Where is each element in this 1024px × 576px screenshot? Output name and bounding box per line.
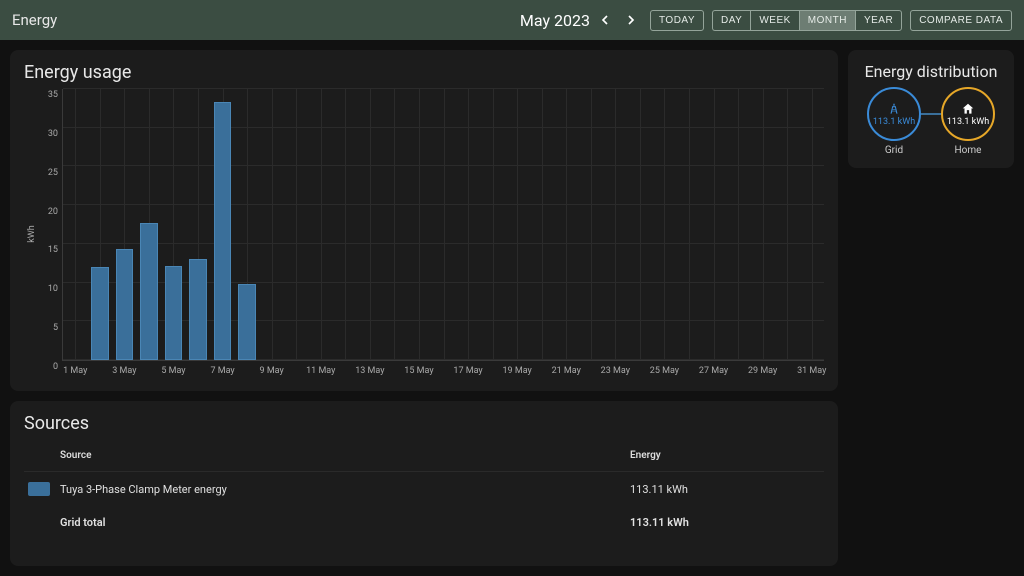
chart-bar[interactable] xyxy=(140,223,158,360)
chart-bar[interactable] xyxy=(165,266,183,360)
source-name: Tuya 3-Phase Clamp Meter energy xyxy=(60,483,630,496)
home-node[interactable]: 113.1 kWh Home xyxy=(941,87,995,156)
page-title: Energy xyxy=(12,11,57,29)
date-label: May 2023 xyxy=(520,11,590,30)
chart-x-tick: 7 May xyxy=(210,366,234,376)
chart-bar[interactable] xyxy=(91,267,109,360)
col-energy-header: Energy xyxy=(630,450,820,461)
range-year-button[interactable]: YEAR xyxy=(855,10,902,31)
chart-x-tick: 13 May xyxy=(355,366,384,376)
chart-x-tick: 27 May xyxy=(699,366,728,376)
energy-usage-card: Energy usage kWh 05101520253035 1 May3 M… xyxy=(10,50,838,391)
energy-distribution-card: Energy distribution 113.1 kWh Grid 113.1… xyxy=(848,50,1014,168)
source-energy: 113.11 kWh xyxy=(630,483,820,496)
source-row[interactable]: Tuya 3-Phase Clamp Meter energy113.11 kW… xyxy=(24,472,824,506)
sources-header-row: Source Energy xyxy=(24,440,824,472)
energy-usage-chart: kWh 05101520253035 1 May3 May5 May7 May9… xyxy=(24,89,824,379)
chart-x-tick: 29 May xyxy=(748,366,777,376)
col-source-header: Source xyxy=(60,450,630,461)
chart-bar[interactable] xyxy=(238,284,256,360)
energy-usage-title: Energy usage xyxy=(24,62,824,83)
compare-data-button[interactable]: COMPARE DATA xyxy=(910,10,1012,31)
distribution-link xyxy=(921,113,941,115)
chart-x-tick: 25 May xyxy=(650,366,679,376)
chart-bar[interactable] xyxy=(214,102,232,360)
date-selector: May 2023 xyxy=(520,9,642,31)
chart-x-tick: 19 May xyxy=(502,366,531,376)
transmission-tower-icon xyxy=(887,102,901,116)
sources-total-row: Grid total 113.11 kWh xyxy=(24,506,824,539)
chart-x-tick: 17 May xyxy=(453,366,482,376)
chart-x-tick: 31 May xyxy=(797,366,826,376)
next-month-button[interactable] xyxy=(620,9,642,31)
chart-x-tick: 1 May xyxy=(63,366,87,376)
chart-x-tick: 11 May xyxy=(306,366,335,376)
source-swatch xyxy=(28,482,50,496)
chart-x-tick: 3 May xyxy=(112,366,136,376)
grid-node[interactable]: 113.1 kWh Grid xyxy=(867,87,921,156)
today-button[interactable]: TODAY xyxy=(650,10,704,31)
home-icon xyxy=(961,102,975,116)
sources-card: Sources Source Energy Tuya 3-Phase Clamp… xyxy=(10,401,838,566)
home-node-label: Home xyxy=(955,145,982,156)
energy-distribution-title: Energy distribution xyxy=(862,62,1000,81)
chart-x-tick: 21 May xyxy=(552,366,581,376)
range-week-button[interactable]: WEEK xyxy=(750,10,798,31)
sources-title: Sources xyxy=(24,413,824,434)
chart-bar[interactable] xyxy=(189,259,207,360)
chart-x-tick: 23 May xyxy=(601,366,630,376)
header-bar: Energy May 2023 TODAY DAY WEEK MONTH YEA… xyxy=(0,0,1024,40)
grid-node-value: 113.1 kWh xyxy=(873,117,915,127)
grid-node-label: Grid xyxy=(885,145,903,156)
chart-x-tick: 5 May xyxy=(161,366,185,376)
prev-month-button[interactable] xyxy=(594,9,616,31)
grid-total-label: Grid total xyxy=(60,516,630,529)
chart-x-tick: 15 May xyxy=(404,366,433,376)
range-segment: DAY WEEK MONTH YEAR xyxy=(712,10,902,31)
sources-table: Source Energy Tuya 3-Phase Clamp Meter e… xyxy=(24,440,824,539)
chart-bar[interactable] xyxy=(116,249,134,360)
home-node-value: 113.1 kWh xyxy=(947,117,989,127)
chart-ylabel: kWh xyxy=(27,225,37,243)
range-day-button[interactable]: DAY xyxy=(712,10,750,31)
grid-total-value: 113.11 kWh xyxy=(630,516,820,529)
range-month-button[interactable]: MONTH xyxy=(799,10,855,31)
chart-x-tick: 9 May xyxy=(260,366,284,376)
